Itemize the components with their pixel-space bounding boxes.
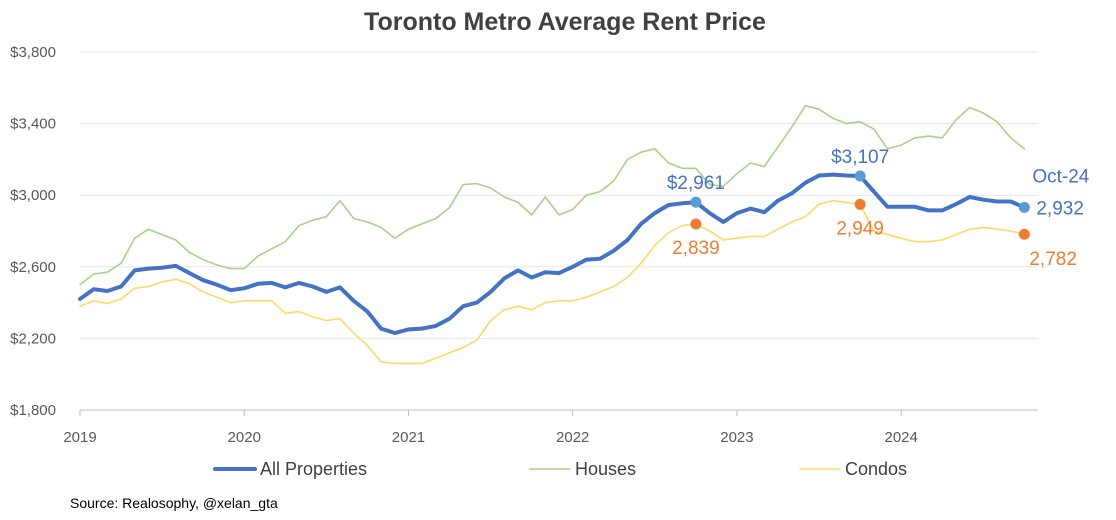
axes: $1,800 $2,200 $2,600 $3,000 $3,400 $3,800 2019… (10, 44, 1038, 446)
series-line-condos (79, 199, 1026, 365)
legend: All Properties Houses Condos (213, 459, 907, 479)
source-note: Source: Realosophy, @xelan_gta (70, 495, 278, 511)
series-line-houses (79, 104, 1026, 286)
data-label-all: $3,107 (831, 147, 889, 168)
y-tick-label: $3,400 (10, 116, 56, 133)
y-tick-label: $2,600 (10, 259, 56, 276)
data-label-all: 2,932 (1036, 198, 1084, 219)
chart-title: Toronto Metro Average Rent Price (364, 8, 766, 36)
data-label-condos: 2,949 (836, 218, 884, 239)
x-tick-label: 2021 (392, 429, 425, 446)
x-tick-label: 2020 (228, 429, 261, 446)
x-tick-label: 2022 (556, 429, 589, 446)
y-tick-label: $2,200 (10, 330, 56, 347)
legend-label-condos: Condos (845, 459, 907, 479)
data-label-condos: 2,839 (672, 238, 720, 259)
highlight-markers (690, 170, 1030, 240)
x-tick-label: 2019 (63, 429, 96, 446)
x-tick-label: 2023 (720, 429, 753, 446)
highlight-marker-all (690, 196, 702, 208)
y-tick-label: $3,800 (10, 44, 56, 61)
series-line-all (78, 172, 1027, 335)
y-tick-label: $1,800 (10, 402, 56, 419)
highlight-marker-condos (1018, 228, 1030, 240)
gridlines (80, 51, 1038, 339)
x-tick-label: 2024 (885, 429, 918, 446)
data-labels: $2,961 $3,107 2,932 2,839 2,949 2,782 Oct-24 (667, 147, 1090, 270)
highlight-marker-all (854, 170, 866, 182)
legend-label-houses: Houses (575, 459, 636, 479)
highlight-marker-condos (854, 198, 866, 210)
annotation-oct-24: Oct-24 (1032, 166, 1089, 187)
legend-label-all: All Properties (260, 459, 367, 479)
data-label-all: $2,961 (667, 173, 725, 194)
series-lines (78, 104, 1027, 365)
highlight-marker-condos (690, 218, 702, 230)
y-tick-label: $3,000 (10, 187, 56, 204)
data-label-condos: 2,782 (1029, 249, 1077, 270)
highlight-marker-all (1018, 201, 1030, 213)
